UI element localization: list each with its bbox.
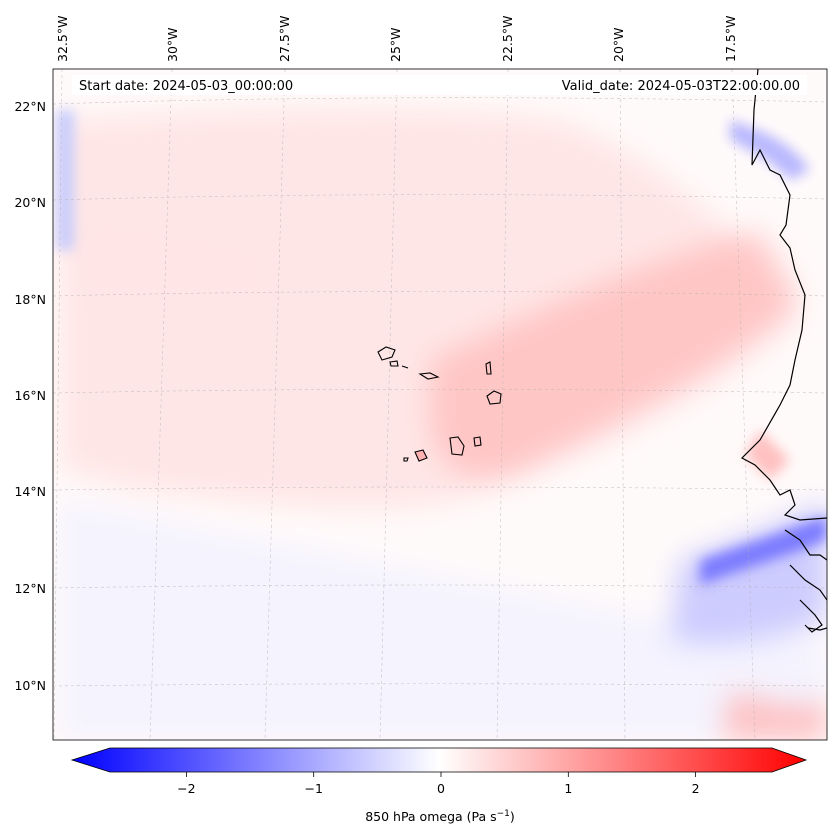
latitude-labels: 22°N 20°N 18°N 16°N 14°N 12°N 10°N — [14, 99, 46, 693]
colorbar-ticks: −2 −1 0 1 2 — [177, 772, 700, 796]
graticule — [53, 69, 827, 740]
lat-label-10n: 10°N — [14, 678, 46, 693]
colorbar-tick-label: 2 — [692, 781, 700, 796]
lon-label-20w: 20°W — [611, 27, 626, 62]
colorbar-tick-label: 0 — [437, 781, 445, 796]
colorbar-tick-label: 1 — [564, 781, 572, 796]
colorbar-tick-label: −1 — [304, 781, 322, 796]
valid-date-label: Valid_date: 2024-05-03T22:00:00.00 — [562, 79, 800, 94]
longitude-labels: 32.5°W 30°W 27.5°W 25°W 22.5°W 20°W 17.5… — [55, 16, 738, 62]
lat-label-14n: 14°N — [14, 484, 46, 499]
cape-verde-islands — [377, 346, 502, 462]
lon-label-25w: 25°W — [388, 27, 403, 62]
lat-label-22n: 22°N — [14, 99, 46, 114]
lat-label-16n: 16°N — [14, 388, 46, 403]
colorbar-gradient — [70, 747, 808, 773]
lon-label-30w: 30°W — [165, 27, 180, 62]
colorbar-tick-label: −2 — [177, 781, 195, 796]
lat-label-18n: 18°N — [14, 292, 46, 307]
lon-label-22-5w: 22.5°W — [500, 16, 515, 62]
map-panel[interactable]: Start date: 2024-05-03_00:00:00 Valid_da… — [52, 68, 828, 741]
map-frame — [52, 68, 828, 741]
omega-field — [56, 108, 827, 740]
lon-label-27-5w: 27.5°W — [277, 16, 292, 62]
info-strip-background — [72, 75, 807, 95]
coastline — [741, 69, 827, 633]
lon-label-17-5w: 17.5°W — [723, 16, 738, 62]
lat-label-12n: 12°N — [14, 581, 46, 596]
colorbar: −2 −1 0 1 2 850 hPa omega (Pa s−1) — [70, 747, 808, 824]
start-date-label: Start date: 2024-05-03_00:00:00 — [79, 79, 293, 94]
lat-label-20n: 20°N — [14, 195, 46, 210]
lon-label-32-5w: 32.5°W — [55, 16, 70, 62]
colorbar-title: 850 hPa omega (Pa s−1) — [365, 809, 515, 824]
